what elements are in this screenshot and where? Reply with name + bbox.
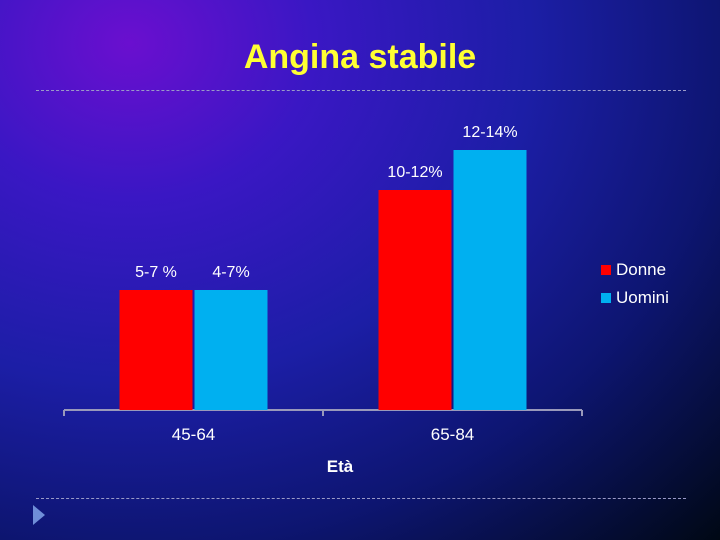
top-divider — [36, 90, 686, 91]
data-label: 5-7 % — [135, 264, 177, 281]
legend-item-uomini: Uomini — [601, 284, 669, 312]
bottom-divider — [36, 498, 686, 499]
data-label: 4-7% — [212, 264, 249, 281]
x-tick-label: 65-84 — [431, 425, 474, 444]
slide-title: Angina stabile — [243, 38, 477, 76]
x-axis-title: Età — [327, 457, 354, 476]
legend-item-donne: Donne — [601, 256, 669, 284]
data-label: 10-12% — [387, 164, 442, 181]
legend-swatch-donne — [601, 265, 611, 275]
bar-uomini-65-84 — [453, 150, 527, 410]
legend-label-uomini: Uomini — [616, 288, 669, 307]
bar-donne-65-84 — [378, 190, 452, 410]
legend-label-donne: Donne — [616, 260, 667, 279]
data-label: 12-14% — [462, 124, 517, 141]
chart-legend: Donne Uomini — [601, 256, 669, 312]
x-tick-label: 45-64 — [172, 425, 215, 444]
bar-donne-45-64 — [119, 290, 193, 410]
legend-swatch-uomini — [601, 293, 611, 303]
bar-uomini-45-64 — [194, 290, 268, 410]
play-triangle-icon[interactable] — [33, 505, 45, 525]
